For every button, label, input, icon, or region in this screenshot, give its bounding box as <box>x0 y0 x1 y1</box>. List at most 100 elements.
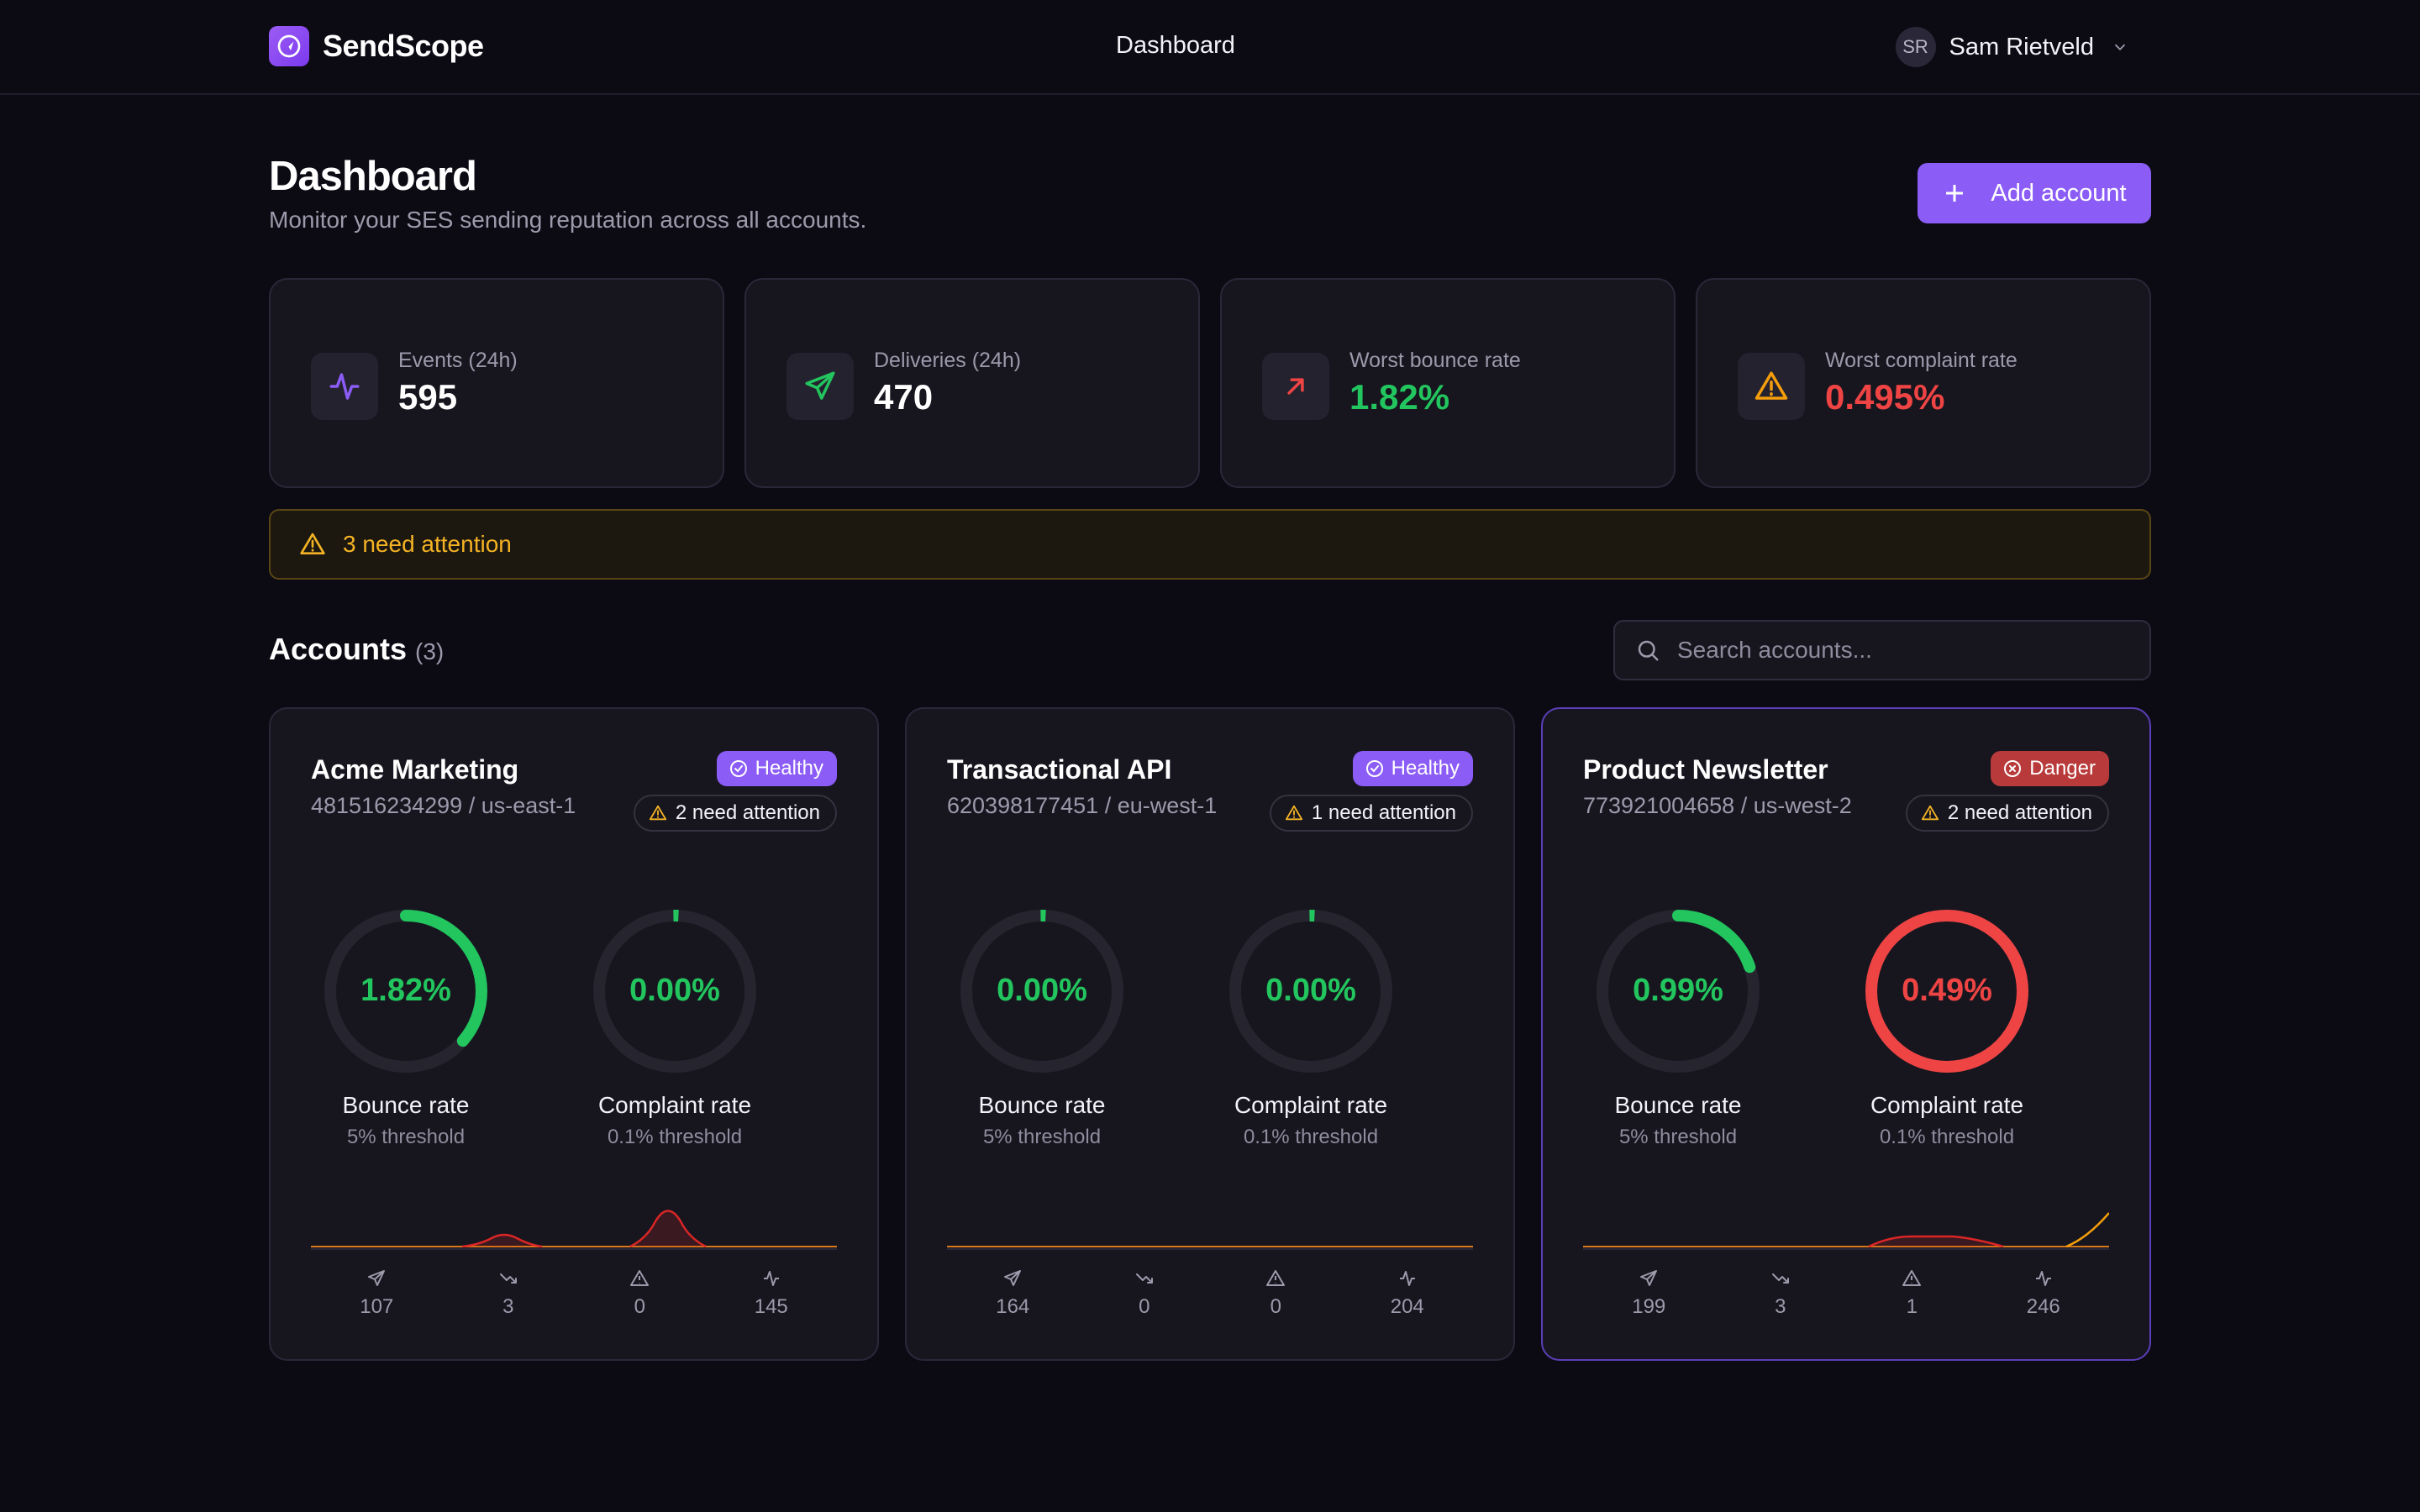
status-label: Danger <box>2029 757 2096 780</box>
page-subtitle: Monitor your SES sending reputation acro… <box>269 207 867 233</box>
account-id-region: 481516234299 / us-east-1 <box>311 793 576 818</box>
gauge-threshold: 5% threshold <box>1618 1126 1738 1148</box>
attention-pill[interactable]: 1 need attention <box>1269 795 1473 832</box>
gauge-value: 0.00% <box>629 973 720 1008</box>
metric-value: 3 <box>502 1295 514 1318</box>
search-box[interactable] <box>1613 620 2151 680</box>
stat-value: 1.82% <box>1349 377 1450 417</box>
status-badge: Danger <box>1991 751 2109 786</box>
stat-card-complaint: Worst complaint rate 0.495% <box>1696 278 2151 488</box>
send-icon <box>1004 1270 1022 1286</box>
attention-pill[interactable]: 2 need attention <box>633 795 837 832</box>
account-card-acme-marketing[interactable]: Acme Marketing 481516234299 / us-east-1 … <box>269 707 879 1361</box>
avatar: SR <box>1895 27 1936 67</box>
attention-label: 2 need attention <box>1947 801 2092 824</box>
attention-text: 3 need attention <box>343 531 512 557</box>
user-name: Sam Rietveld <box>1949 33 2094 60</box>
card-divider <box>311 1248 837 1250</box>
warning-icon <box>300 533 325 554</box>
check-circle-icon <box>729 760 747 777</box>
status-label: Healthy <box>1391 757 1460 780</box>
nav-dashboard-link[interactable]: Dashboard <box>1116 32 1235 59</box>
logo-icon <box>269 26 309 66</box>
gauge-value: 0.00% <box>997 973 1087 1008</box>
bounce-gauge: 0.00% Bounce rate 5% threshold <box>941 907 1143 1149</box>
status-badge: Healthy <box>716 751 837 786</box>
gauge-threshold: 0.1% threshold <box>1243 1126 1379 1148</box>
gauge-value: 0.49% <box>1902 973 1992 1008</box>
x-circle-icon <box>2004 760 2022 777</box>
metric-complaints: 0 <box>574 1268 706 1319</box>
metric-events: 204 <box>1342 1268 1474 1319</box>
metric-value: 246 <box>2026 1295 2060 1318</box>
metric-sent: 199 <box>1583 1268 1715 1319</box>
stat-card-bounce: Worst bounce rate 1.82% <box>1220 278 1676 488</box>
account-name: Transactional API <box>947 754 1172 785</box>
top-bar: SendScope Dashboard SR Sam Rietveld <box>0 0 2420 95</box>
attention-label: 1 need attention <box>1311 801 1456 824</box>
metric-value: 204 <box>1390 1295 1424 1318</box>
attention-pill[interactable]: 2 need attention <box>1905 795 2109 832</box>
sparkline-chart <box>1583 1212 2109 1248</box>
plus-icon <box>1946 185 1964 202</box>
gauge-threshold: 5% threshold <box>982 1126 1102 1148</box>
stat-card-deliveries: Deliveries (24h) 470 <box>744 278 1200 488</box>
metric-value: 0 <box>634 1295 645 1318</box>
stat-label: Worst bounce rate <box>1349 349 1521 372</box>
metric-events: 246 <box>1978 1268 2110 1319</box>
attention-label: 2 need attention <box>675 801 820 824</box>
metric-value: 107 <box>360 1295 394 1318</box>
metric-value: 0 <box>1139 1295 1150 1318</box>
send-icon <box>368 1270 386 1286</box>
send-icon <box>1640 1270 1658 1286</box>
metrics-row: 164 0 0 204 <box>947 1268 1473 1319</box>
brand[interactable]: SendScope <box>269 26 484 66</box>
account-id-region: 620398177451 / eu-west-1 <box>947 793 1218 818</box>
gauge-title: Bounce rate <box>1614 1092 1742 1118</box>
gauge-title: Bounce rate <box>342 1092 470 1118</box>
activity-icon <box>763 1271 779 1286</box>
account-card-product-newsletter[interactable]: Product Newsletter 773921004658 / us-wes… <box>1541 707 2151 1361</box>
search-input[interactable] <box>1677 637 2131 664</box>
metric-sent: 164 <box>947 1268 1079 1319</box>
warning-icon <box>1921 805 1939 821</box>
chevron-down-icon <box>2114 44 2126 51</box>
metric-value: 1 <box>1906 1295 1918 1318</box>
stat-value: 595 <box>398 377 458 417</box>
accounts-title: Accounts <box>269 632 408 666</box>
gauge-title: Complaint rate <box>597 1092 752 1118</box>
metric-value: 164 <box>996 1295 1030 1318</box>
sparkline-chart <box>311 1210 837 1248</box>
gauge-threshold: 5% threshold <box>346 1126 466 1148</box>
stat-value: 0.495% <box>1825 377 1945 417</box>
metric-complaints: 0 <box>1210 1268 1342 1319</box>
metric-events: 145 <box>706 1268 838 1319</box>
metric-sent: 107 <box>311 1268 443 1319</box>
add-account-button[interactable]: Add account <box>1918 163 2151 223</box>
search-icon <box>1638 640 1659 661</box>
warning-icon <box>630 1270 650 1286</box>
stat-label: Worst complaint rate <box>1825 349 2018 372</box>
trend-down-icon <box>1135 1273 1153 1284</box>
stat-card-events: Events (24h) 595 <box>269 278 724 488</box>
send-icon <box>786 353 854 420</box>
stat-value: 470 <box>874 377 934 417</box>
metric-value: 199 <box>1632 1295 1666 1318</box>
account-id-region: 773921004658 / us-west-2 <box>1583 793 1852 818</box>
account-name: Product Newsletter <box>1583 754 1828 785</box>
card-divider <box>947 1248 1473 1250</box>
status-badge: Healthy <box>1352 751 1473 786</box>
metric-value: 3 <box>1775 1295 1786 1318</box>
gauge-title: Complaint rate <box>1870 1092 2024 1118</box>
complaint-gauge: 0.49% Complaint rate 0.1% threshold <box>1846 907 2048 1149</box>
warning-icon <box>1738 353 1805 420</box>
metric-bounces: 3 <box>443 1268 575 1319</box>
activity-icon <box>311 353 378 420</box>
card-divider <box>1583 1248 2109 1250</box>
gauge-value: 0.00% <box>1265 973 1356 1008</box>
metric-value: 0 <box>1270 1295 1281 1318</box>
metric-bounces: 0 <box>1079 1268 1211 1319</box>
account-card-transactional-api[interactable]: Transactional API 620398177451 / eu-west… <box>905 707 1515 1361</box>
user-menu[interactable]: SR Sam Rietveld <box>1895 27 2129 67</box>
attention-banner[interactable]: 3 need attention <box>269 509 2151 580</box>
